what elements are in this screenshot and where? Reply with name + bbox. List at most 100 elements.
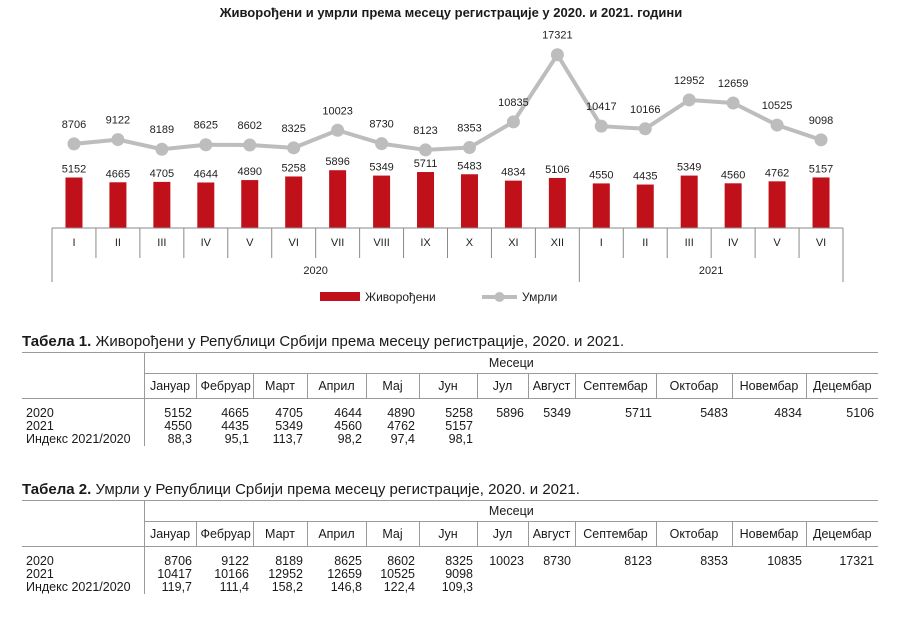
column-header-month: Мај — [365, 521, 419, 547]
line-deaths-point — [506, 115, 520, 129]
table-cell: 109,3 — [441, 580, 473, 594]
table-cell: 5258 — [445, 406, 473, 420]
table-cell — [528, 420, 575, 433]
line-deaths-point — [594, 119, 608, 133]
table-cell: 8353 — [700, 554, 728, 568]
table-cell: 4890 — [387, 406, 415, 420]
bar-births — [636, 184, 654, 228]
line-deaths-label: 8325 — [281, 123, 305, 135]
x-tick-label: VIII — [373, 237, 390, 249]
bar-births-label: 4890 — [238, 166, 262, 178]
x-tick-label: II — [642, 237, 648, 249]
table-cell: 146,8 — [330, 580, 362, 594]
line-deaths-label: 12659 — [718, 78, 749, 90]
births-deaths-chart: Живорођени и умрли према месецу регистра… — [51, 5, 844, 304]
table-cell: 4644 — [334, 406, 362, 420]
table-stub-cell — [22, 500, 145, 547]
spacer-cell — [22, 398, 145, 407]
bar-births — [548, 177, 566, 228]
table-cell — [477, 420, 528, 433]
line-deaths-label: 10525 — [762, 100, 793, 112]
spacer-cell — [22, 546, 145, 555]
table-cell: 9122 — [221, 554, 249, 568]
line-deaths-point — [375, 137, 389, 151]
bar-births — [153, 181, 171, 228]
column-header-month: Април — [306, 373, 366, 399]
bar-births-label: 5106 — [545, 164, 569, 176]
table2-deaths: Месеци Јануар Фебруар Март Април Мај Јун Јул Авг… — [22, 500, 879, 594]
x-tick-label: V — [246, 237, 254, 249]
column-header-month: Септембар — [574, 521, 656, 547]
bar-births-label: 5258 — [281, 162, 305, 174]
bar-births-label: 4550 — [589, 169, 613, 181]
table1-births: Месеци Јануар Фебруар Март Април Мај Јун Јул Авг… — [22, 352, 879, 446]
table-cell: 4705 — [275, 406, 303, 420]
line-deaths-point — [814, 133, 828, 147]
table-cell — [806, 581, 878, 594]
bar-births-label: 4644 — [194, 168, 218, 180]
bar-births-label: 5157 — [809, 163, 833, 175]
bar-births-label: 4705 — [150, 168, 174, 180]
table-row: 2020 5152 4665 4705 4644 4890 5258 5896 5349 5711… — [22, 407, 878, 420]
bar-births-label: 4435 — [633, 171, 657, 183]
legend-births-swatch — [320, 292, 360, 301]
line-deaths-point — [243, 138, 257, 152]
line-deaths-point — [462, 141, 476, 155]
x-tick-label: IX — [420, 237, 431, 249]
row-label: Индекс 2021/2020 — [22, 433, 145, 446]
line-deaths-label: 10835 — [498, 97, 529, 109]
table-cell: 8123 — [624, 554, 652, 568]
table-cell: 4550 — [164, 419, 192, 433]
column-header-month: Мај — [365, 373, 419, 399]
table-cell: 4762 — [387, 419, 415, 433]
table-row: Индекс 2021/2020 88,3 95,1 113,7 98,2 97,4 98,… — [22, 433, 878, 446]
bar-births — [241, 180, 259, 228]
bar-births-label: 5711 — [414, 158, 438, 170]
table-cell: 158,2 — [271, 580, 303, 594]
row-label: 2020 — [22, 555, 145, 568]
table-cell — [528, 581, 575, 594]
table-cell: 10835 — [767, 554, 802, 568]
table-row: 2021 4550 4435 5349 4560 4762 5157 — [22, 420, 878, 433]
table-cell: 98,1 — [448, 432, 473, 446]
line-deaths-label: 17321 — [542, 30, 573, 42]
table-cell: 8625 — [334, 554, 362, 568]
column-header-month: Август — [527, 521, 575, 547]
x-tick-label: III — [685, 237, 694, 249]
bar-births-label: 4834 — [501, 167, 525, 179]
line-deaths-label: 8730 — [369, 119, 393, 131]
table1-title-text: Живорођени у Републици Србији према месе… — [91, 333, 625, 350]
table-cell: 8706 — [164, 554, 192, 568]
column-header-month: Март — [252, 521, 307, 547]
table1-title-number: Табела 1. — [22, 333, 92, 350]
bar-births-label: 4560 — [721, 169, 745, 181]
bar-births — [65, 177, 83, 228]
table-cell — [656, 568, 732, 581]
table-cell — [575, 433, 656, 446]
x-tick-label: V — [773, 237, 781, 249]
column-header-month: Јул — [476, 373, 528, 399]
x-tick-label: VI — [816, 237, 826, 249]
column-header-month: Новембар — [731, 521, 806, 547]
bar-births — [329, 170, 347, 228]
column-header-month: Јануар — [143, 373, 196, 399]
table-cell: 10023 — [489, 554, 524, 568]
bar-births — [592, 183, 610, 228]
line-deaths-point — [419, 143, 433, 157]
table-cell: 5483 — [700, 406, 728, 420]
line-deaths-label: 8602 — [238, 120, 262, 132]
group-label: 2020 — [303, 265, 327, 277]
table-cell: 4560 — [334, 419, 362, 433]
column-header-month: Децембар — [805, 373, 879, 399]
line-deaths-label: 10417 — [586, 101, 617, 113]
table-row: 2020 8706 9122 8189 8625 8602 8325 10023 8730 812… — [22, 555, 878, 568]
column-header-month: Март — [252, 373, 307, 399]
table-cell — [732, 433, 806, 446]
table2-title-text: Умрли у Републици Србији према месецу ре… — [91, 481, 580, 498]
table-cell — [477, 568, 528, 581]
line-deaths-point — [331, 123, 345, 137]
table-cell — [732, 420, 806, 433]
table-cell — [732, 568, 806, 581]
table-cell: 9098 — [445, 567, 473, 581]
table-cell — [732, 581, 806, 594]
